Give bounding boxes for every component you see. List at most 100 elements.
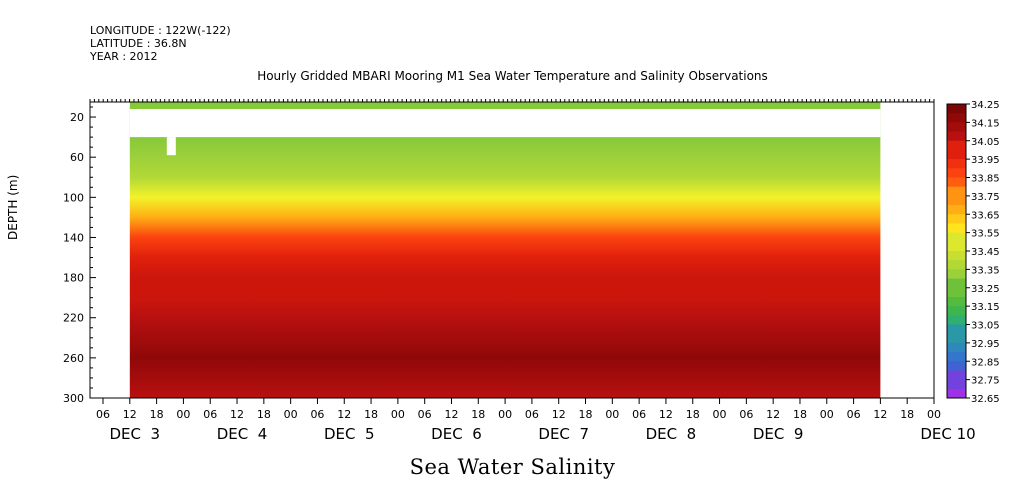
- colorbar-bin: [947, 287, 966, 298]
- x-tick-label: 18: [579, 408, 593, 421]
- x-tick-label: 18: [150, 408, 164, 421]
- x-tick-label: 06: [310, 408, 324, 421]
- colorbar-bin: [947, 260, 966, 270]
- colorbar-bin: [947, 306, 966, 316]
- colorbar-bin: [947, 278, 966, 289]
- colorbar-bin: [947, 195, 966, 206]
- colorbar-label: 33.45: [971, 247, 1000, 258]
- x-tick-label: 18: [257, 408, 271, 421]
- x-tick-label: 00: [927, 408, 941, 421]
- y-tick-label: 20: [70, 111, 84, 124]
- colorbar-bin: [947, 315, 966, 325]
- colorbar-label: 33.65: [971, 210, 1000, 221]
- x-tick-label: 12: [123, 408, 137, 421]
- x-day-label: DEC 9: [753, 425, 804, 443]
- colorbar-label: 32.65: [971, 394, 1000, 405]
- missing-data-band: [129, 109, 881, 138]
- chart-title: Hourly Gridded MBARI Mooring M1 Sea Wate…: [257, 69, 768, 83]
- x-tick-label: 18: [793, 408, 807, 421]
- colorbar-label: 34.25: [971, 100, 1000, 111]
- colorbar-bin: [947, 131, 966, 142]
- year-label: YEAR : 2012: [90, 50, 158, 63]
- colorbar-bin: [947, 140, 966, 151]
- x-tick-label: 12: [230, 408, 244, 421]
- x-day-label: DEC 8: [646, 425, 697, 443]
- colorbar-label: 33.05: [971, 321, 1000, 332]
- x-tick-label: 18: [900, 408, 914, 421]
- colorbar-bin: [947, 205, 966, 215]
- missing-data-gap: [166, 137, 176, 156]
- plot-area: [89, 101, 935, 399]
- colorbar-bin: [947, 186, 966, 197]
- x-day-label: DEC 6: [431, 425, 482, 443]
- colorbar-bin: [947, 159, 966, 169]
- y-tick-label: 260: [63, 352, 84, 365]
- x-tick-label: 06: [847, 408, 861, 421]
- colorbar-bin: [947, 333, 966, 344]
- y-tick-label: 60: [70, 151, 84, 164]
- x-tick-label: 06: [525, 408, 539, 421]
- x-tick-label: 00: [391, 408, 405, 421]
- x-tick-label: 00: [820, 408, 834, 421]
- x-tick-label: 06: [418, 408, 432, 421]
- x-day-label: DEC 5: [324, 425, 375, 443]
- y-tick-label: 300: [63, 392, 84, 405]
- latitude-label: LATITUDE : 36.8N: [90, 37, 187, 50]
- colorbar-bin: [947, 324, 966, 335]
- x-tick-label: 12: [766, 408, 780, 421]
- x-tick-label: 12: [552, 408, 566, 421]
- colorbar-bin: [947, 223, 966, 234]
- colorbar-label: 32.75: [971, 376, 1000, 387]
- x-tick-label: 18: [471, 408, 485, 421]
- x-tick-label: 18: [686, 408, 700, 421]
- x-day-label: DEC 3: [110, 425, 161, 443]
- colorbar-bin: [947, 214, 966, 224]
- colorbar-bin: [947, 177, 966, 188]
- longitude-label: LONGITUDE : 122W(-122): [90, 24, 231, 37]
- colorbar-bin: [947, 232, 966, 243]
- colorbar-label: 33.35: [971, 265, 1000, 276]
- colorbar-label: 32.85: [971, 357, 1000, 368]
- x-tick-label: 12: [873, 408, 887, 421]
- y-axis-label: DEPTH (m): [6, 174, 20, 240]
- colorbar-bin: [947, 251, 966, 261]
- x-tick-label: 06: [632, 408, 646, 421]
- x-day-label: DEC 7: [538, 425, 589, 443]
- colorbar: 34.25 34.15 34.05 33.95 33.85 33.75 33.65 33.55…: [946, 100, 1000, 405]
- colorbar-bin: [947, 342, 966, 353]
- colorbar-label: 34.05: [971, 137, 1000, 148]
- colorbar-label: 33.75: [971, 192, 1000, 203]
- y-tick-label: 220: [63, 312, 84, 325]
- x-tick-label: 12: [444, 408, 458, 421]
- y-tick-label: 100: [63, 191, 84, 204]
- x-tick-label: 06: [739, 408, 753, 421]
- colorbar-bin: [947, 104, 966, 114]
- colorbar-bin: [947, 122, 966, 133]
- colorbar-bin: [947, 296, 966, 307]
- x-tick-label: 12: [337, 408, 351, 421]
- x-axis-label: Sea Water Salinity: [409, 455, 616, 479]
- x-tick-label: 00: [713, 408, 727, 421]
- x-tick-label: 00: [605, 408, 619, 421]
- x-tick-label: 12: [659, 408, 673, 421]
- y-tick-label: 180: [63, 272, 84, 285]
- x-tick-label: 00: [284, 408, 298, 421]
- colorbar-bin: [947, 370, 966, 381]
- x-tick-label: 06: [96, 408, 110, 421]
- colorbar-bin: [947, 168, 966, 178]
- colorbar-label: 33.85: [971, 174, 1000, 185]
- colorbar-label: 33.25: [971, 284, 1000, 295]
- colorbar-label: 32.95: [971, 339, 1000, 350]
- x-tick-label: 00: [498, 408, 512, 421]
- x-tick-label: 06: [203, 408, 217, 421]
- axes: 20 60 100 140 180 220 260 300 06 12 18 00 06 12 18 00 06…: [63, 99, 976, 443]
- colorbar-bin: [947, 388, 966, 399]
- colorbar-bin: [947, 352, 966, 362]
- colorbar-bin: [947, 113, 966, 123]
- colorbar-bin: [947, 269, 966, 280]
- colorbar-label: 33.15: [971, 302, 1000, 313]
- colorbar-bin: [947, 149, 966, 160]
- x-tick-label: 18: [364, 408, 378, 421]
- colorbar-bin: [947, 361, 966, 371]
